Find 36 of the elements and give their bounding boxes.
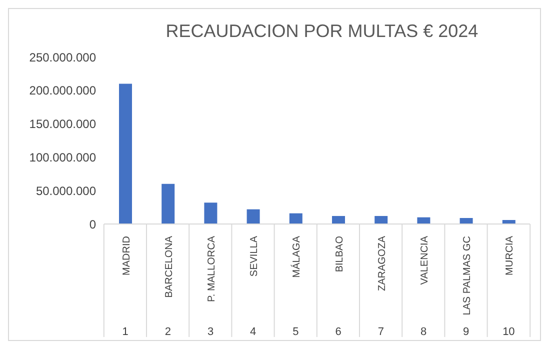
x-tick-label: MADRID [121, 236, 132, 276]
y-tick-label: 200.000.000 [29, 84, 96, 98]
x-tick-label: VALENCIA [420, 236, 430, 285]
x-tick-label: LAS PALMAS GC [462, 236, 474, 316]
x-tick-label: ZARAGOZA [376, 236, 388, 292]
text: 7 [378, 326, 384, 338]
text: 6 [335, 326, 342, 338]
chart-title: RECAUDACION POR MULTAS € 2024 [164, 21, 480, 42]
text: 10 [502, 326, 515, 338]
text: 8 [420, 326, 427, 338]
bar [162, 184, 175, 224]
bar [289, 213, 302, 224]
text: 2 [164, 326, 171, 338]
y-tick-label: 50.000.000 [36, 184, 96, 198]
text: 9 [463, 326, 470, 338]
bar [374, 216, 388, 224]
x-tick-label: SEVILLA [249, 236, 260, 277]
text: 5 [292, 326, 299, 338]
x-tick-label: BARCELONA [164, 236, 175, 298]
text: 4 [250, 326, 256, 338]
bar [460, 218, 473, 224]
x-tick-label: MURCIA [504, 236, 516, 276]
y-tick-label: 0 [89, 217, 96, 232]
text: 1 [122, 326, 128, 338]
bar [119, 84, 132, 224]
bar [204, 202, 218, 224]
text: 3 [207, 326, 214, 338]
x-tick-label: P. MALLORCA [206, 236, 218, 302]
x-tick-label: BILBAO [334, 236, 346, 272]
bar [332, 216, 345, 224]
y-tick-label: 100.000.000 [29, 150, 96, 164]
y-tick-label: 150.000.000 [29, 117, 96, 132]
bar [417, 217, 430, 224]
bar [246, 209, 260, 224]
y-tick-label: 250.000.000 [29, 50, 96, 64]
x-tick-label: MÁLAGA [290, 236, 303, 278]
